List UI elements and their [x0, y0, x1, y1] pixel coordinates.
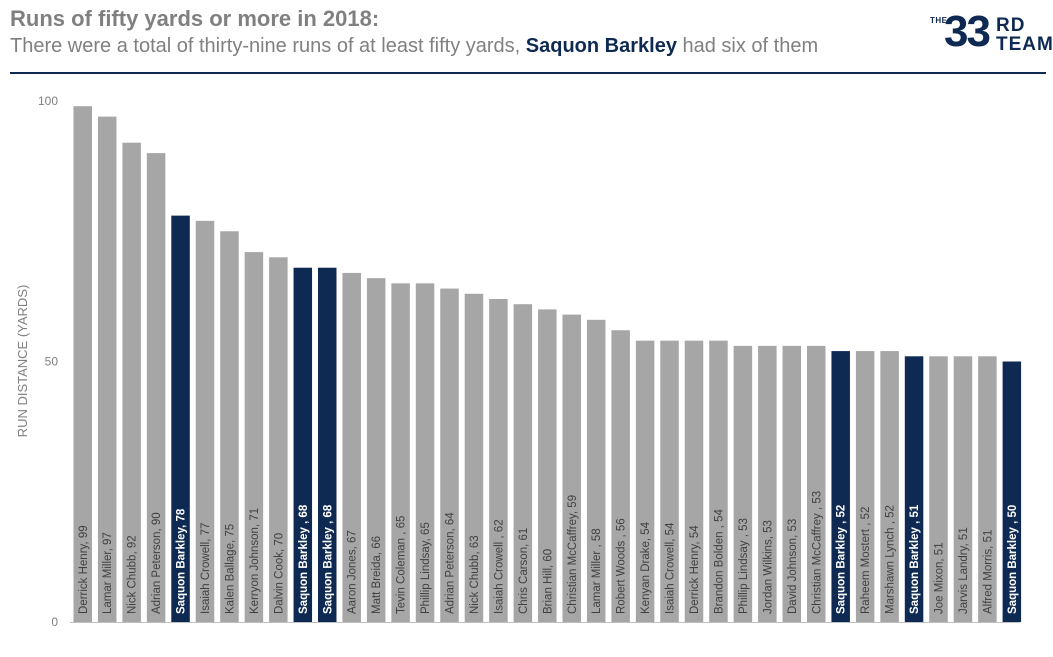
bar-label: Christian McCaffrey, 59	[567, 495, 579, 614]
bar-label: Marshawn Lynch , 52	[885, 505, 897, 614]
bar	[538, 309, 557, 622]
chart-subtitle: There were a total of thirty-nine runs o…	[10, 35, 818, 58]
bar	[660, 340, 679, 622]
bar	[293, 267, 313, 622]
bar-label: Derrick Henry, 54	[689, 525, 701, 614]
bar-label: Nick Chubb, 63	[469, 535, 481, 614]
bar	[807, 345, 826, 622]
subtitle-text-post: had six of them	[676, 35, 819, 57]
bar-label: Kenyan Drake, 54	[640, 521, 652, 614]
bar-label: Lamar Miller, 97	[102, 532, 114, 614]
bar-label: Isaiah Crowell, 77	[200, 523, 212, 614]
bar-label: Saquon Barkley , 68	[322, 504, 334, 614]
bar	[366, 278, 386, 622]
chart-title: Runs of fifty yards or more in 2018:	[10, 6, 380, 31]
bar-label: Robert Woods , 56	[616, 518, 628, 614]
bar	[415, 283, 435, 622]
subtitle-highlight: Saquon Barkley	[525, 35, 677, 57]
bar	[709, 340, 728, 622]
bar	[318, 267, 337, 622]
bar-label: Alfred Morris, 51	[982, 530, 994, 614]
bar-label: Raheem Mostert , 52	[860, 507, 872, 614]
bar-label: Matt Breida, 66	[371, 536, 383, 614]
bar-label: Tevin Coleman , 65	[396, 516, 408, 614]
y-axis-label: RUN DISTANCE (YARDS)	[15, 285, 30, 438]
bar	[855, 351, 875, 622]
bar	[440, 288, 459, 622]
bar	[513, 304, 533, 622]
bar	[880, 351, 899, 622]
bar-label: Joe Mixon, 51	[934, 542, 946, 614]
bar	[464, 293, 484, 622]
bar-label: Isaiah Crowell, 54	[665, 522, 677, 614]
bar	[929, 356, 948, 622]
bar-label: Phillip Lindsay , 53	[738, 518, 750, 614]
bar	[489, 298, 508, 622]
bar-label: Dalvin Cook, 70	[273, 533, 285, 614]
y-tick-label: 100	[38, 94, 58, 108]
bar-label: Saquon Barkley , 50	[1007, 505, 1019, 614]
y-tick-label: 0	[51, 615, 58, 629]
bar-label: Adrian Peterson, 64	[445, 512, 457, 614]
bar	[97, 116, 117, 622]
header-divider	[10, 72, 1046, 74]
bar-label: Brian Hill, 60	[542, 549, 554, 614]
bar-label: David Johnson, 53	[787, 519, 799, 614]
bar	[782, 345, 802, 622]
bar-label: Saquon Barkley, 78	[176, 508, 188, 614]
bar	[953, 356, 973, 622]
bar-label: Phillip Lindsay, 65	[420, 522, 432, 614]
bar-label: Adrian Peterson, 90	[151, 512, 163, 614]
bar-label: Lamar Miller , 58	[591, 528, 603, 614]
bar-label: Saquon Barkley , 51	[909, 504, 921, 614]
bar-label: Nick Chubb, 92	[127, 535, 139, 614]
bar-label: Saquon Barkley , 52	[836, 505, 848, 614]
bar	[733, 345, 753, 622]
brand-logo: THE 33 RD TEAM	[930, 10, 1053, 58]
bar	[758, 345, 777, 622]
bar	[978, 356, 997, 622]
bar-label: Kerryon Johnson, 71	[249, 508, 261, 614]
bar	[391, 283, 410, 622]
bar-label: Aaron Jones, 67	[347, 530, 359, 614]
bar	[586, 319, 606, 622]
logo-the: THE	[930, 16, 948, 25]
bar	[146, 153, 166, 622]
bar-label: Kalen Ballage, 75	[224, 524, 236, 614]
bar-label: Derrick Henry, 99	[78, 525, 90, 614]
bar-label: Christian McCaffrey , 53	[811, 491, 823, 614]
y-tick-label: 50	[45, 355, 59, 369]
bar-label: Jordan Wilkins, 53	[762, 520, 774, 614]
bar-label: Isaiah Crowell , 62	[493, 519, 505, 614]
logo-team: TEAM	[996, 34, 1053, 55]
bar-label: Chris Carson, 61	[518, 528, 530, 614]
bar	[73, 106, 92, 622]
bar	[171, 215, 190, 622]
bar	[611, 330, 630, 622]
bar	[831, 351, 850, 622]
logo-number: 33	[944, 7, 991, 56]
bar	[635, 340, 655, 622]
bar	[684, 340, 704, 622]
bar	[122, 142, 141, 622]
bar	[1002, 361, 1022, 622]
logo-rd: RD	[996, 15, 1026, 36]
bar	[269, 257, 288, 622]
bar	[904, 356, 924, 622]
bar	[195, 220, 215, 622]
bar-label: Saquon Barkley , 68	[298, 504, 310, 614]
bar	[220, 231, 239, 622]
bar	[244, 252, 264, 622]
bar-label: Jarvis Landry, 51	[958, 527, 970, 614]
bar	[342, 272, 361, 622]
bar	[562, 314, 581, 622]
subtitle-text-pre: There were a total of thirty-nine runs o…	[10, 35, 526, 57]
bar-label: Brandon Bolden , 54	[713, 509, 725, 614]
